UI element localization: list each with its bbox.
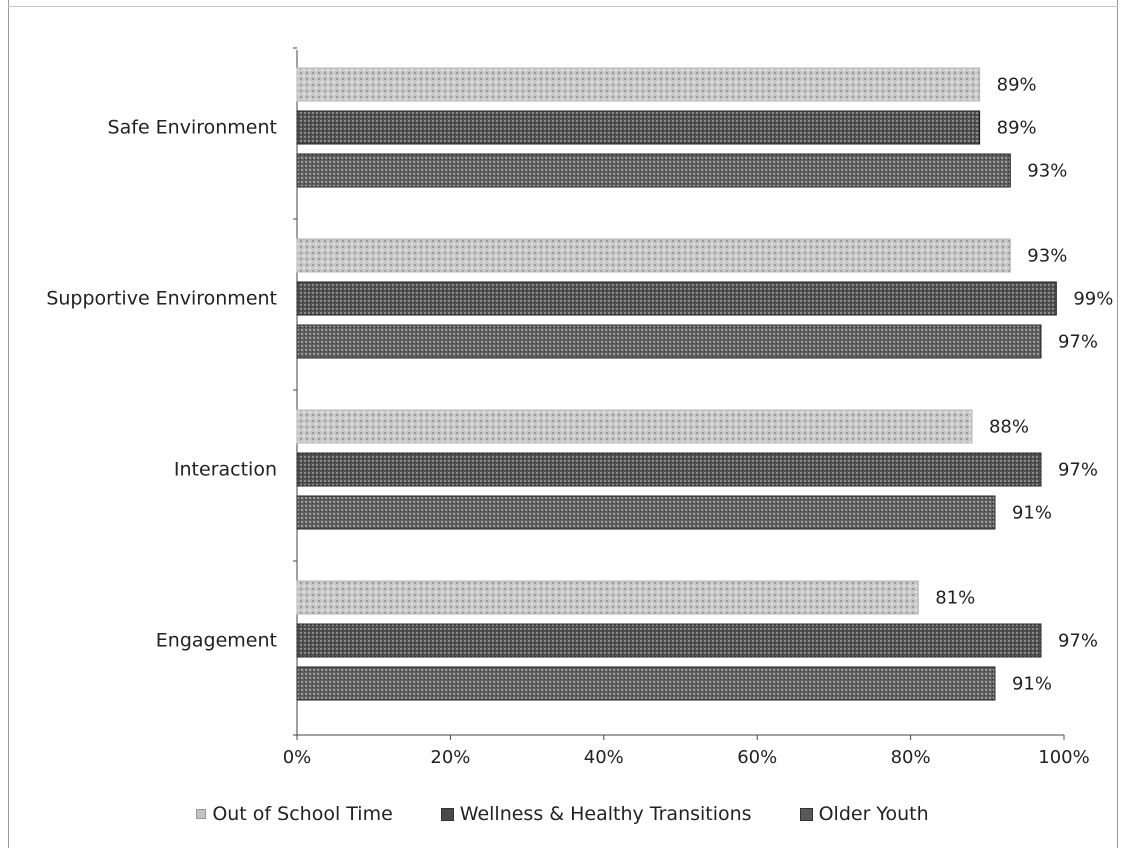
bar-out-of-school-time-supportive-environment (296, 238, 1011, 273)
bar-wellness-healthy-transitions-safe-environment (296, 110, 981, 145)
bar-wellness-healthy-transitions-engagement (296, 623, 1042, 658)
legend-swatch-older-youth (799, 807, 813, 821)
x-tick-label: 80% (891, 747, 931, 768)
bar-older-youth-supportive-environment (296, 324, 1042, 359)
legend-label-wellness-healthy-transitions: Wellness & Healthy Transitions (459, 803, 752, 825)
bar-out-of-school-time-interaction (296, 409, 973, 444)
value-label-out-of-school-time-safe-environment: 89% (997, 75, 1037, 96)
value-label-wellness-healthy-transitions-safe-environment: 89% (997, 118, 1037, 139)
legend-label-out-of-school-time: Out of School Time (212, 803, 393, 825)
value-label-out-of-school-time-interaction: 88% (989, 417, 1029, 438)
x-tick-label: 40% (584, 747, 624, 768)
frame-top-border (8, 6, 1118, 7)
x-tick-label: 100% (1038, 747, 1089, 768)
value-label-older-youth-safe-environment: 93% (1027, 161, 1067, 182)
x-tick-label: 0% (283, 747, 312, 768)
bar-out-of-school-time-safe-environment (296, 67, 981, 102)
value-label-wellness-healthy-transitions-interaction: 97% (1058, 460, 1098, 481)
frame-left-border (8, 0, 9, 848)
value-label-older-youth-engagement: 91% (1012, 674, 1052, 695)
legend-item-out-of-school-time: Out of School Time (196, 803, 393, 825)
legend-label-older-youth: Older Youth (818, 803, 929, 825)
frame-right-border (1117, 0, 1118, 848)
x-tick-label: 60% (737, 747, 777, 768)
legend-swatch-out-of-school-time (196, 809, 207, 819)
x-tick-label: 20% (430, 747, 470, 768)
value-label-older-youth-supportive-environment: 97% (1058, 332, 1098, 353)
category-label-supportive-environment: Supportive Environment (46, 288, 277, 310)
bar-out-of-school-time-engagement (296, 580, 919, 615)
legend-item-wellness-healthy-transitions: Wellness & Healthy Transitions (440, 803, 752, 825)
bar-older-youth-interaction (296, 495, 996, 530)
value-label-out-of-school-time-engagement: 81% (935, 588, 975, 609)
bar-older-youth-engagement (296, 666, 996, 701)
category-label-interaction: Interaction (174, 459, 277, 481)
value-label-wellness-healthy-transitions-engagement: 97% (1058, 631, 1098, 652)
legend-item-older-youth: Older Youth (799, 803, 929, 825)
legend-swatch-wellness-healthy-transitions (440, 807, 454, 821)
bar-older-youth-safe-environment (296, 153, 1011, 188)
value-label-out-of-school-time-supportive-environment: 93% (1027, 246, 1067, 267)
chart-legend: Out of School Time Wellness & Healthy Tr… (0, 800, 1125, 828)
value-label-older-youth-interaction: 91% (1012, 503, 1052, 524)
category-label-engagement: Engagement (156, 630, 277, 652)
bar-wellness-healthy-transitions-interaction (296, 452, 1042, 487)
category-label-safe-environment: Safe Environment (108, 117, 277, 139)
bar-wellness-healthy-transitions-supportive-environment (296, 281, 1057, 316)
value-label-wellness-healthy-transitions-supportive-environment: 99% (1073, 289, 1113, 310)
